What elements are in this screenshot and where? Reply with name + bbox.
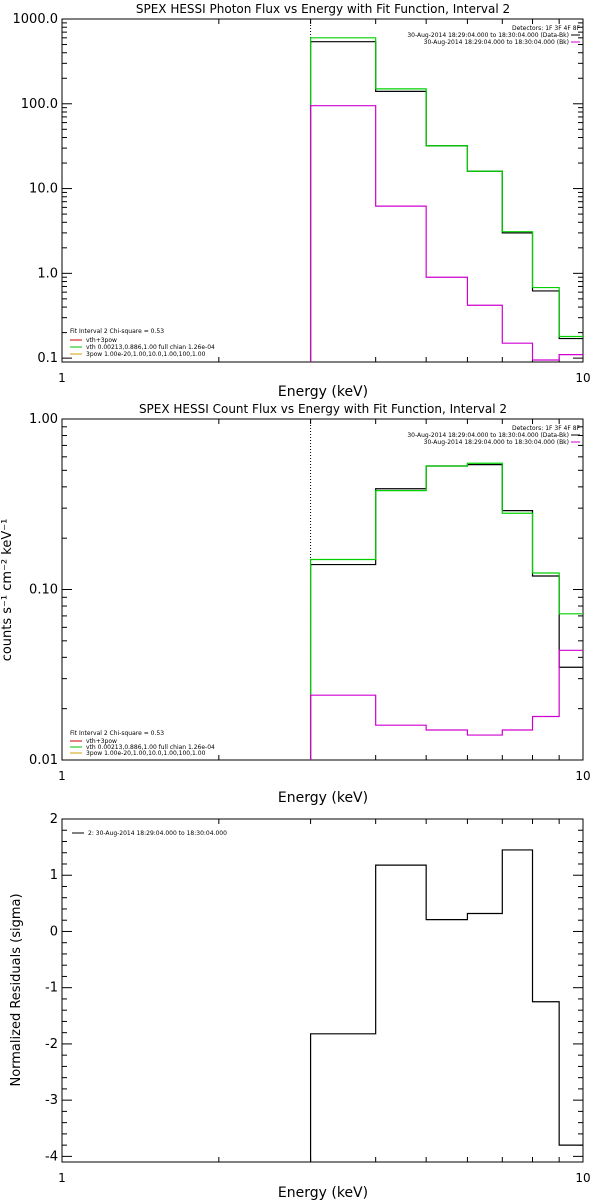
x-axis-label: Energy (keV): [278, 1185, 368, 1200]
fit-summary: Fit Interval 2 Chi-square = 0.53: [70, 328, 164, 335]
fit-line: 3pow 1.00e-20,1.00,10.0,1.00,100,1.00: [86, 351, 206, 358]
legend-entry: 30-Aug-2014 18:29:04.000 to 18:30:04.000…: [407, 32, 569, 39]
legend: Detectors: 1F 3F 4F 8F 30-Aug-2014 18:29…: [407, 25, 580, 46]
fit-info: Fit Interval 2 Chi-square = 0.53 vth+3po…: [70, 730, 215, 757]
y-tick-label: 0: [50, 924, 58, 939]
tick-label-layer: 1 10 0.1 1.0 10.0 100.0 1000.0: [13, 12, 591, 385]
legend-header: Detectors: 1F 3F 4F 8F: [512, 25, 581, 32]
tick-layer: [61, 418, 584, 761]
x-tick-label: 10: [575, 769, 590, 783]
y-tick-label: 2: [50, 812, 58, 827]
x-tick-label: 1: [58, 371, 66, 385]
y-tick-label: -2: [45, 1037, 58, 1052]
y-tick-label: 1000.0: [13, 12, 59, 27]
legend: Detectors: 1F 3F 4F 8F 30-Aug-2014 18:29…: [407, 425, 580, 446]
step-series: [309, 462, 583, 760]
fit-line: 3pow 1.00e-20,1.00,10.0,1.00,100,1.00: [86, 750, 206, 757]
y-tick-label: 100.0: [21, 97, 58, 112]
fit-info: Fit Interval 2 Chi-square = 0.53 vth+3po…: [70, 328, 215, 358]
y-tick-label: -4: [45, 1149, 58, 1164]
step-series: [309, 37, 583, 362]
step-series: [309, 41, 583, 362]
y-axis-label: counts s⁻¹ cm⁻² keV⁻¹: [0, 519, 15, 662]
photon-flux-panel: SPEX HESSI Photon Flux vs Energy with Fi…: [13, 2, 591, 400]
y-tick-label: -1: [45, 981, 58, 996]
y-tick-label: 1.0: [37, 266, 58, 281]
chart-title: SPEX HESSI Photon Flux vs Energy with Fi…: [136, 2, 510, 16]
series-layer: [309, 19, 583, 362]
tick-layer: [61, 18, 584, 363]
y-tick-label: 0.1: [37, 351, 58, 366]
x-axis-label: Energy (keV): [278, 790, 368, 806]
plot-frame: [61, 18, 584, 363]
legend-header: Detectors: 1F 3F 4F 8F: [512, 425, 581, 432]
fit-summary: Fit Interval 2 Chi-square = 0.53: [70, 730, 164, 737]
legend: 2: 30-Aug-2014 18:29:04.000 to 18:30:04.…: [72, 830, 227, 837]
legend-entry: 30-Aug-2014 18:29:04.000 to 18:30:04.000…: [424, 439, 569, 446]
x-tick-label: 10: [575, 371, 590, 385]
x-tick-label: 10: [575, 1171, 590, 1185]
step-series: [309, 649, 583, 760]
y-tick-label: -3: [45, 1093, 58, 1108]
fit-line: vth+3pow: [86, 337, 117, 344]
fit-line: vth 0.00213,0.886,1.00 full chian 1.26e-…: [86, 344, 215, 351]
series-layer: [309, 419, 583, 760]
y-tick-label: 10.0: [29, 182, 58, 197]
step-series: [309, 464, 583, 760]
tick-label-layer: 1 10 -4 -3 -2 -1 0 1 2: [45, 812, 591, 1185]
chart-title: SPEX HESSI Count Flux vs Energy with Fit…: [139, 402, 507, 416]
x-tick-label: 1: [58, 1171, 66, 1185]
legend-entry: 30-Aug-2014 18:29:04.000 to 18:30:04.000…: [407, 432, 569, 439]
x-tick-label: 1: [58, 769, 66, 783]
count-flux-panel: SPEX HESSI Count Flux vs Energy with Fit…: [0, 402, 591, 806]
legend-entry: 30-Aug-2014 18:29:04.000 to 18:30:04.000…: [424, 39, 569, 46]
tick-label-layer: 1 10 0.01 0.10 1.00: [29, 412, 591, 783]
x-axis-label: Energy (keV): [278, 384, 368, 400]
step-series: [309, 105, 583, 362]
plot-frame: [61, 818, 584, 1163]
y-tick-label: 0.01: [29, 753, 58, 768]
fit-line: vth+3pow: [86, 738, 117, 745]
plot-frame: [61, 418, 584, 761]
y-tick-label: 1.00: [29, 412, 58, 427]
y-axis-label: Normalized Residuals (sigma): [9, 893, 24, 1086]
residuals-panel: 1 10 -4 -3 -2 -1 0 1 2 Energy (keV) Normalized R…: [9, 812, 591, 1200]
y-tick-label: 1: [50, 868, 58, 883]
fit-line: vth 0.00213,0.886,1.00 full chian 1.26e-…: [86, 744, 215, 751]
y-tick-label: 0.10: [29, 583, 58, 598]
step-series: [309, 849, 583, 1162]
series-layer: [309, 849, 583, 1162]
tick-layer: [61, 818, 584, 1162]
legend-entry: 2: 30-Aug-2014 18:29:04.000 to 18:30:04.…: [88, 830, 227, 837]
